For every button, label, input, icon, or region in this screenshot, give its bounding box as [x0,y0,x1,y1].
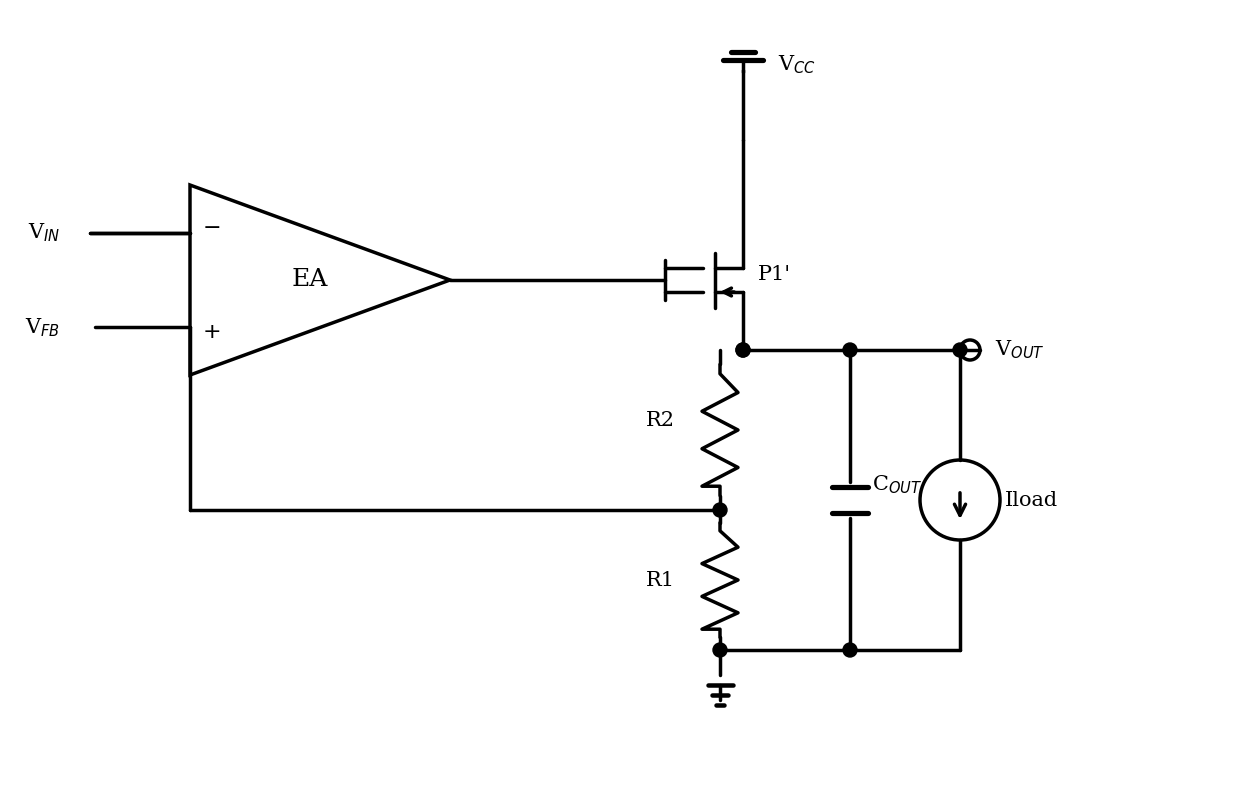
Circle shape [713,503,727,517]
Circle shape [843,643,857,657]
Circle shape [737,343,750,357]
Text: V$_{CC}$: V$_{CC}$ [777,54,816,76]
Text: V$_{OUT}$: V$_{OUT}$ [994,338,1044,362]
Text: EA: EA [291,269,329,291]
Circle shape [954,343,967,357]
Text: −: − [202,218,221,238]
Text: P1': P1' [758,266,791,285]
Text: R1: R1 [646,570,675,590]
Text: C$_{OUT}$: C$_{OUT}$ [872,474,923,496]
Circle shape [713,643,727,657]
Circle shape [843,343,857,357]
Text: Iload: Iload [1004,490,1058,510]
Text: +: + [202,322,221,342]
Circle shape [737,343,750,357]
Text: V$_{FB}$: V$_{FB}$ [25,316,60,338]
Text: R2: R2 [646,410,675,430]
Text: V$_{IN}$: V$_{IN}$ [27,222,60,244]
